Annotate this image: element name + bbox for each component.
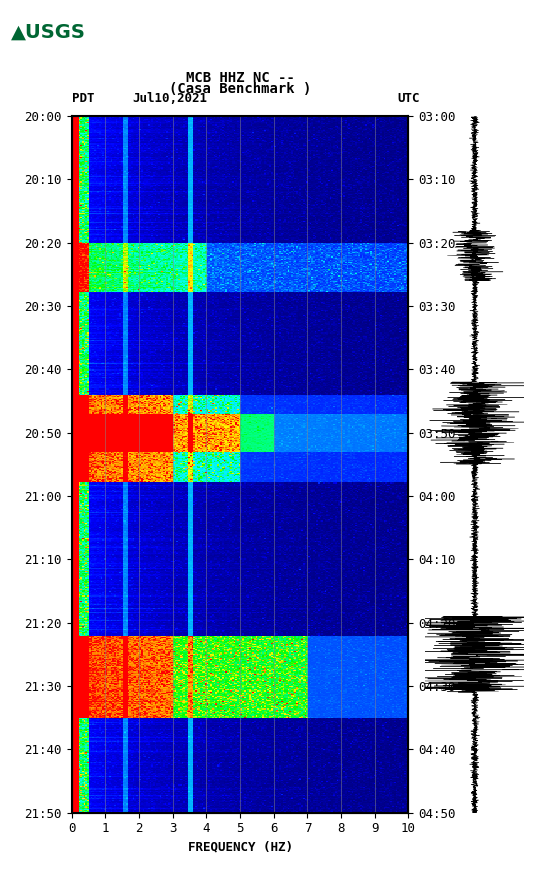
Text: ▲USGS: ▲USGS	[11, 22, 86, 41]
Text: (Casa Benchmark ): (Casa Benchmark )	[169, 82, 311, 96]
Text: UTC: UTC	[397, 92, 420, 105]
X-axis label: FREQUENCY (HZ): FREQUENCY (HZ)	[188, 841, 293, 854]
Text: MCB HHZ NC --: MCB HHZ NC --	[185, 71, 295, 85]
Text: Jul10,2021: Jul10,2021	[132, 92, 208, 105]
Text: PDT: PDT	[72, 92, 94, 105]
